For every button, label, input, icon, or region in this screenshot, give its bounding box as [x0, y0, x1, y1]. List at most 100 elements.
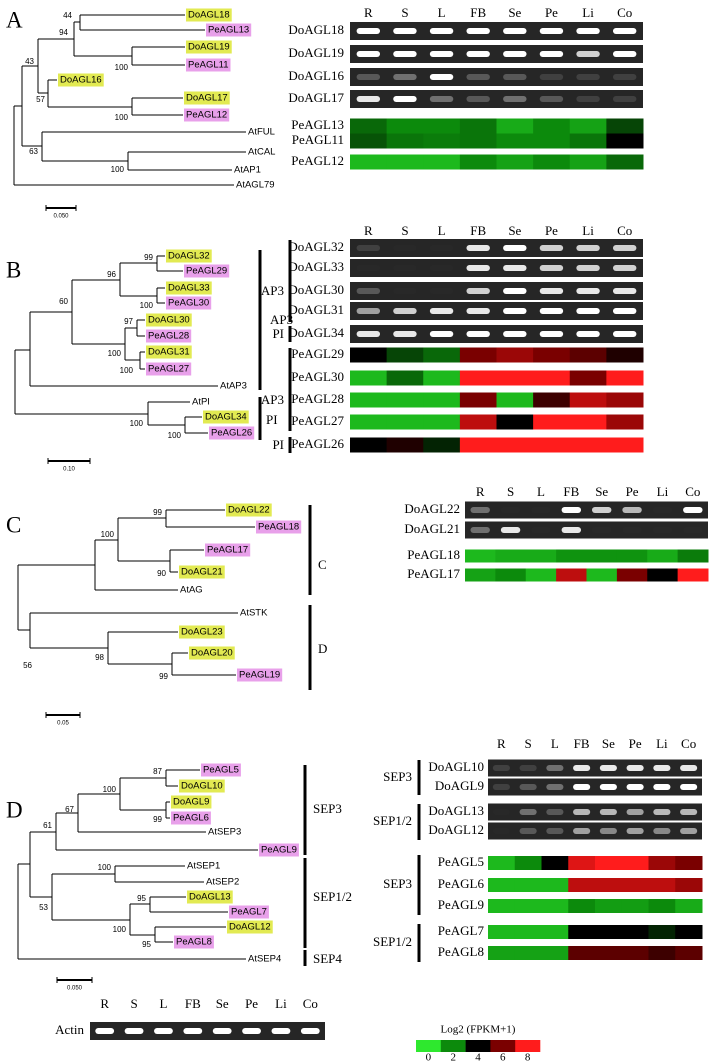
- legend-swatch: [440, 1040, 466, 1052]
- leaf-label: DoAGL17: [186, 93, 228, 104]
- gel-band: [612, 51, 637, 57]
- gel-band: [356, 308, 381, 314]
- heat-cell: [569, 414, 607, 430]
- gel-band: [612, 28, 637, 34]
- heat-cell: [556, 549, 587, 563]
- leaf-label: PeAGL19: [239, 670, 280, 681]
- heat-cell: [595, 899, 623, 913]
- heat-cell: [606, 370, 644, 386]
- tissue-label: Li: [656, 736, 668, 751]
- bootstrap: 60: [59, 297, 68, 306]
- heat-cell: [496, 437, 534, 453]
- leaf-highlight: [229, 905, 269, 919]
- gel-band: [546, 765, 564, 771]
- leaf-highlight: [226, 503, 272, 517]
- heat-cell: [675, 925, 703, 939]
- gene-label: PeAGL17: [407, 566, 460, 581]
- tissue-label: R: [497, 736, 506, 751]
- heat-cell: [496, 414, 534, 430]
- bootstrap: 97: [124, 317, 133, 326]
- bootstrap: 95: [137, 894, 146, 903]
- heat-cell: [488, 946, 516, 960]
- group-label: AP3: [261, 392, 284, 407]
- leaf-highlight: [179, 779, 225, 793]
- gel-band: [429, 288, 454, 294]
- tissue-label: L: [438, 5, 446, 20]
- leaf-highlight: [171, 811, 211, 825]
- gel-strip: [90, 1022, 325, 1040]
- gel-band: [242, 1028, 261, 1034]
- gel-band: [612, 308, 637, 314]
- leaf-label: PeAGL27: [148, 364, 189, 375]
- heat-cell: [533, 347, 571, 363]
- leaf-highlight: [184, 91, 230, 105]
- heat-cell: [525, 549, 557, 563]
- gel-band: [539, 74, 564, 80]
- group-label: SEP3: [383, 769, 412, 784]
- gel-band: [653, 784, 671, 790]
- gel-band: [680, 765, 698, 771]
- gel-band: [591, 507, 612, 513]
- tissue-label: Co: [617, 5, 632, 20]
- heat-cell: [648, 946, 676, 960]
- gel-band: [500, 527, 521, 533]
- heat-cell: [423, 133, 461, 149]
- group-label: SEP1/2: [373, 813, 412, 828]
- heat-cell: [569, 118, 607, 134]
- leaf-label: AtAG: [180, 585, 203, 596]
- group-label: PI: [266, 412, 278, 427]
- heat-cell: [495, 549, 527, 563]
- leaf-highlight: [206, 23, 252, 37]
- leaf-label: DoAGL32: [168, 251, 210, 262]
- heat-cell: [569, 133, 607, 149]
- leaf-label: DoAGL13: [189, 892, 231, 903]
- tissue-label: Co: [303, 996, 318, 1011]
- leaf-highlight: [205, 543, 251, 557]
- gel-band: [356, 74, 381, 80]
- gene-label: DoAGL12: [428, 822, 484, 837]
- heat-cell: [423, 392, 461, 408]
- heat-cell: [423, 347, 461, 363]
- heat-cell: [488, 925, 516, 939]
- gel-band: [599, 784, 617, 790]
- gene-label: PeAGL7: [438, 923, 485, 938]
- gene-label: DoAGL31: [288, 302, 344, 317]
- heat-cell: [459, 118, 497, 134]
- bootstrap: 99: [153, 508, 162, 517]
- leaf-highlight: [186, 40, 232, 54]
- leaf-label: PeAGL18: [258, 522, 299, 533]
- heat-cell: [647, 568, 679, 582]
- leaf-label: PeAGL8: [176, 937, 212, 948]
- gel-band: [573, 809, 591, 815]
- gel-band: [573, 828, 591, 834]
- heat-cell: [595, 856, 623, 870]
- gel-band: [539, 28, 564, 34]
- heat-cell: [533, 414, 571, 430]
- heat-cell: [350, 437, 388, 453]
- heat-cell: [514, 878, 542, 892]
- tissue-label: FB: [563, 484, 579, 499]
- gel-band: [154, 1028, 173, 1034]
- heat-cell: [386, 414, 424, 430]
- gel-band: [546, 809, 564, 815]
- heat-cell: [606, 118, 644, 134]
- panel-label: D: [6, 797, 23, 822]
- gel-band: [503, 51, 527, 57]
- tissue-label: R: [364, 5, 373, 20]
- tissue-label: L: [551, 736, 559, 751]
- group-label: PI: [272, 326, 284, 341]
- group-label: SEP4: [313, 951, 342, 966]
- group-label: SEP1/2: [373, 934, 412, 949]
- gel-band: [492, 765, 510, 771]
- bootstrap: 99: [153, 815, 162, 824]
- gel-band: [300, 1028, 320, 1034]
- heat-cell: [533, 154, 571, 170]
- heat-cell: [386, 118, 424, 134]
- leaf-highlight: [58, 73, 104, 87]
- bootstrap: 67: [65, 805, 74, 814]
- gel-band: [271, 1028, 291, 1034]
- gene-label: DoAGL13: [428, 803, 484, 818]
- bootstrap: 63: [29, 147, 38, 156]
- gel-band: [95, 1028, 115, 1034]
- leaf-label: DoAGL12: [229, 922, 271, 933]
